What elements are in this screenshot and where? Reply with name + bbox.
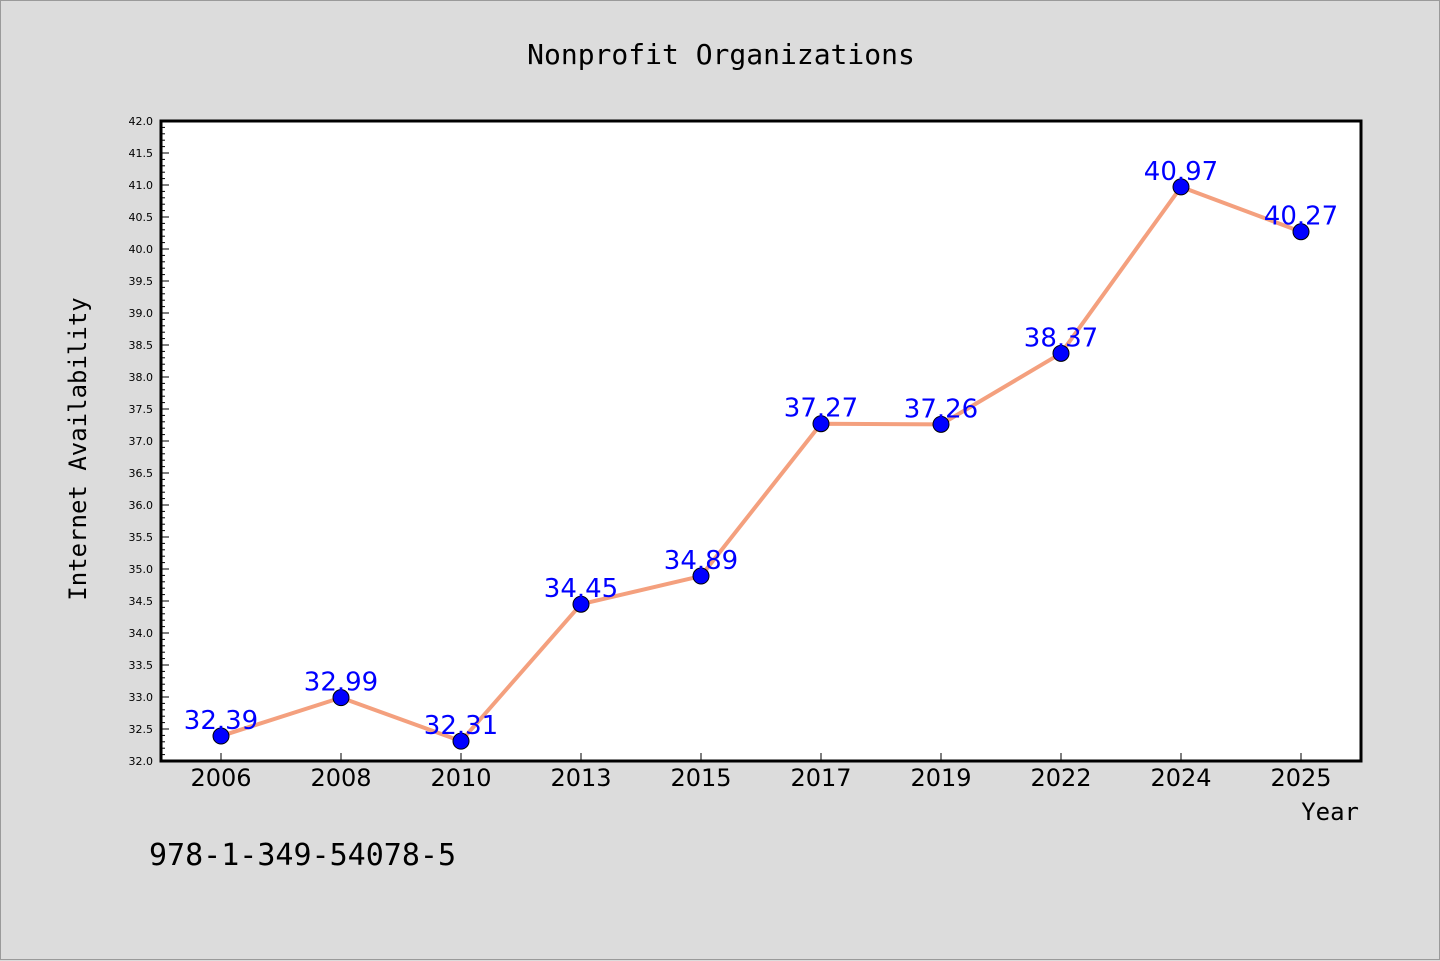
y-tick-label: 37.0 [129,435,154,448]
y-tick-label: 40.0 [129,243,154,256]
y-tick-label: 38.5 [129,339,154,352]
plot-area [159,119,1363,763]
data-label: 32.39 [184,706,258,736]
data-label: 37.26 [904,394,978,424]
data-label: 38.37 [1024,323,1098,353]
data-label: 32.31 [424,711,498,741]
y-tick-label: 42.0 [129,115,154,128]
x-tick-label: 2010 [430,764,491,792]
data-label: 34.45 [544,574,618,604]
x-tick-label: 2019 [910,764,971,792]
data-label: 37.27 [784,394,858,424]
x-tick-label: 2025 [1270,764,1331,792]
y-tick-label: 35.5 [129,531,154,544]
data-point [1292,223,1310,241]
data-label: 40.27 [1264,202,1338,232]
x-tick-label: 2024 [1150,764,1211,792]
data-label: 32.99 [304,668,378,698]
x-tick-label: 2008 [310,764,371,792]
series-line [220,184,1302,744]
data-point [452,732,470,750]
y-tick-label: 38.0 [129,371,154,384]
y-tick-label: 33.5 [129,659,154,672]
y-tick-label: 32.0 [129,755,154,768]
data-label: 34.89 [664,546,738,576]
y-tick-label: 37.5 [129,403,154,416]
series-group [212,178,1310,750]
chart-title: Nonprofit Organizations [527,38,915,71]
y-tick-label: 39.0 [129,307,154,320]
data-point [1052,344,1070,362]
x-tick-label: 2013 [550,764,611,792]
x-tick-label: 2006 [190,764,251,792]
y-tick-label: 41.5 [129,147,154,160]
x-tick-label: 2017 [790,764,851,792]
data-point [812,415,830,433]
data-point [692,567,710,585]
y-tick-label: 33.0 [129,691,154,704]
x-axis-label: Year [1301,798,1359,826]
data-labels: 32.39 32.99 32.31 34.45 34.89 37.27 37.26 38.37… [184,157,1338,741]
data-point [212,727,230,745]
footer-code: 978-1-349-54078-5 [149,838,456,873]
y-tick-label: 34.5 [129,595,154,608]
y-axis-label: Internet Availability [64,297,92,600]
x-tick-label: 2022 [1030,764,1091,792]
data-label: 40.97 [1144,157,1218,187]
y-tick-label: 32.5 [129,723,154,736]
data-point [932,415,950,433]
data-point [332,689,350,707]
y-tick-label: 35.0 [129,563,154,576]
y-tick-label: 39.5 [129,275,154,288]
y-axis: 32.0 32.5 33.0 33.5 34.0 34.5 35.0 35.5 36.0 36.5… [129,115,169,768]
data-point [1172,178,1190,196]
x-tick-label: 2015 [670,764,731,792]
y-tick-label: 40.5 [129,211,154,224]
y-tick-label: 34.0 [129,627,154,640]
y-tick-label: 36.5 [129,467,154,480]
x-axis: 2006 2008 2010 2013 2015 2017 2019 2022 2024 2025 [190,753,1332,792]
y-tick-label: 36.0 [129,499,154,512]
y-tick-label: 41.0 [129,179,154,192]
data-point [572,595,590,613]
